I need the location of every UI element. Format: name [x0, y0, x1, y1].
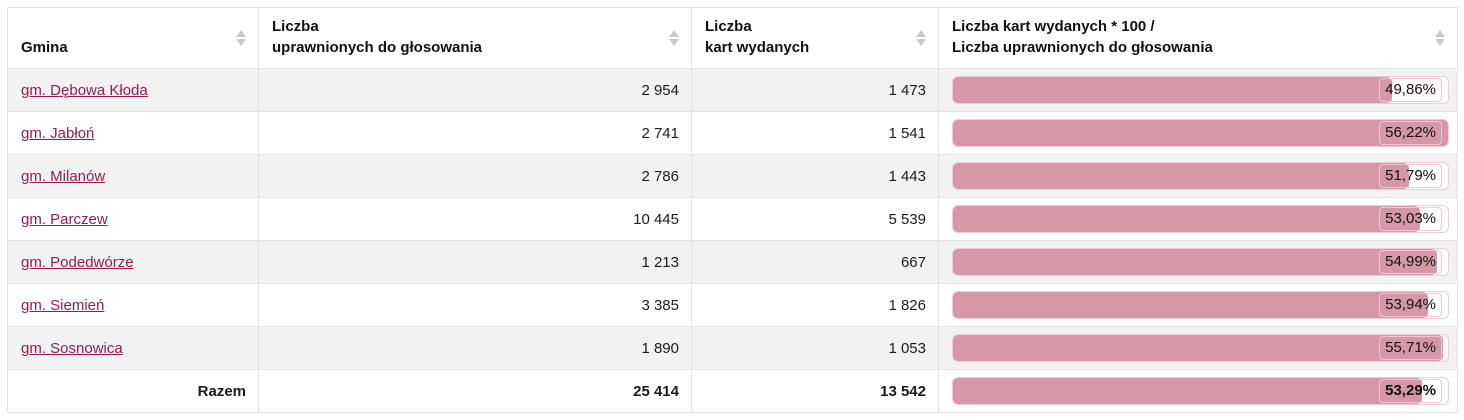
- turnout-bar-label: 56,22%: [1379, 121, 1442, 145]
- gmina-cell: gm. Siemień: [7, 283, 259, 327]
- table-row: gm. Jabłoń 2 741 1 541 56,22%: [7, 111, 1458, 155]
- eligible-cell: 10 445: [258, 197, 692, 241]
- cards-cell: 1 053: [691, 326, 939, 370]
- turnout-bar-cell: 49,86%: [938, 68, 1458, 112]
- turnout-bar-cell: 53,94%: [938, 283, 1458, 327]
- eligible-cell: 2 741: [258, 111, 692, 155]
- turnout-bar-fill: [953, 335, 1444, 361]
- total-row: Razem 25 414 13 542 53,29%: [7, 369, 1458, 413]
- turnout-bar-fill: [953, 249, 1438, 275]
- turnout-bar-fill: [953, 206, 1420, 232]
- sort-icon[interactable]: [916, 30, 926, 46]
- header-label: Liczba: [272, 18, 319, 35]
- gmina-cell: gm. Jabłoń: [7, 111, 259, 155]
- turnout-bar-cell: 53,03%: [938, 197, 1458, 241]
- turnout-bar-cell: 51,79%: [938, 154, 1458, 198]
- header-label: Liczba kart wydanych * 100 /: [952, 18, 1155, 35]
- header-row: Gmina Liczba uprawnionych do głosowania …: [7, 7, 1458, 69]
- table-row: gm. Podedwórze 1 213 667 54,99%: [7, 240, 1458, 284]
- column-header-gmina[interactable]: Gmina: [7, 7, 259, 69]
- eligible-cell: 2 786: [258, 154, 692, 198]
- eligible-cell: 1 213: [258, 240, 692, 284]
- cards-cell: 5 539: [691, 197, 939, 241]
- turnout-bar-label: 49,86%: [1379, 78, 1442, 102]
- turnout-bar-label: 54,99%: [1379, 250, 1442, 274]
- turnout-bar-label: 53,94%: [1379, 293, 1442, 317]
- turnout-bar-track: 49,86%: [952, 76, 1449, 104]
- table-row: gm. Siemień 3 385 1 826 53,94%: [7, 283, 1458, 327]
- sort-icon[interactable]: [236, 30, 246, 46]
- turnout-bar-track: 56,22%: [952, 119, 1449, 147]
- header-label: kart wydanych: [705, 39, 810, 56]
- total-cards-cell: 13 542: [691, 369, 939, 413]
- turnout-bar-cell: 56,22%: [938, 111, 1458, 155]
- gmina-link[interactable]: gm. Sosnowica: [21, 339, 123, 357]
- turnout-bar-fill: [953, 77, 1392, 103]
- turnout-bar-fill: [953, 292, 1428, 318]
- gmina-cell: gm. Sosnowica: [7, 326, 259, 370]
- header-label: Liczba uprawnionych do głosowania: [952, 39, 1213, 56]
- header-label: Gmina: [21, 39, 68, 56]
- gmina-cell: gm. Podedwórze: [7, 240, 259, 284]
- header-label: Liczba: [705, 18, 752, 35]
- cards-cell: 1 541: [691, 111, 939, 155]
- gmina-link[interactable]: gm. Jabłoń: [21, 124, 95, 142]
- header-label: uprawnionych do głosowania: [272, 39, 483, 56]
- turnout-bar-fill: [953, 378, 1423, 404]
- cards-cell: 1 443: [691, 154, 939, 198]
- sort-icon[interactable]: [669, 30, 679, 46]
- turnout-bar-fill: [953, 163, 1409, 189]
- column-header-eligible[interactable]: Liczba uprawnionych do głosowania: [258, 7, 692, 69]
- turnout-table: Gmina Liczba uprawnionych do głosowania …: [7, 7, 1458, 413]
- gmina-link[interactable]: gm. Parczew: [21, 210, 108, 228]
- turnout-bar-track: 53,94%: [952, 291, 1449, 319]
- turnout-bar-cell: 54,99%: [938, 240, 1458, 284]
- cards-cell: 1 473: [691, 68, 939, 112]
- column-header-turnout-pct[interactable]: Liczba kart wydanych * 100 / Liczba upra…: [938, 7, 1458, 69]
- turnout-bar-cell: 55,71%: [938, 326, 1458, 370]
- table-row: gm. Sosnowica 1 890 1 053 55,71%: [7, 326, 1458, 370]
- total-label-cell: Razem: [7, 369, 259, 413]
- turnout-bar-track: 53,29%: [952, 377, 1449, 405]
- total-eligible-cell: 25 414: [258, 369, 692, 413]
- gmina-link[interactable]: gm. Siemień: [21, 296, 105, 314]
- turnout-bar-track: 54,99%: [952, 248, 1449, 276]
- eligible-cell: 2 954: [258, 68, 692, 112]
- gmina-cell: gm. Dębowa Kłoda: [7, 68, 259, 112]
- turnout-bar-track: 51,79%: [952, 162, 1449, 190]
- turnout-bar-track: 55,71%: [952, 334, 1449, 362]
- turnout-bar-label: 51,79%: [1379, 164, 1442, 188]
- column-header-cards[interactable]: Liczba kart wydanych: [691, 7, 939, 69]
- cards-cell: 1 826: [691, 283, 939, 327]
- turnout-bar-track: 53,03%: [952, 205, 1449, 233]
- sort-icon[interactable]: [1435, 30, 1445, 46]
- table-row: gm. Milanów 2 786 1 443 51,79%: [7, 154, 1458, 198]
- gmina-cell: gm. Parczew: [7, 197, 259, 241]
- eligible-cell: 1 890: [258, 326, 692, 370]
- gmina-link[interactable]: gm. Milanów: [21, 167, 106, 185]
- eligible-cell: 3 385: [258, 283, 692, 327]
- turnout-bar-label: 53,29%: [1379, 379, 1442, 403]
- table-row: gm. Dębowa Kłoda 2 954 1 473 49,86%: [7, 68, 1458, 112]
- total-turnout-bar-cell: 53,29%: [938, 369, 1458, 413]
- cards-cell: 667: [691, 240, 939, 284]
- turnout-bar-label: 53,03%: [1379, 207, 1442, 231]
- gmina-link[interactable]: gm. Dębowa Kłoda: [21, 81, 148, 99]
- turnout-bar-label: 55,71%: [1379, 336, 1442, 360]
- gmina-cell: gm. Milanów: [7, 154, 259, 198]
- turnout-bar-fill: [953, 120, 1448, 146]
- table-row: gm. Parczew 10 445 5 539 53,03%: [7, 197, 1458, 241]
- gmina-link[interactable]: gm. Podedwórze: [21, 253, 134, 271]
